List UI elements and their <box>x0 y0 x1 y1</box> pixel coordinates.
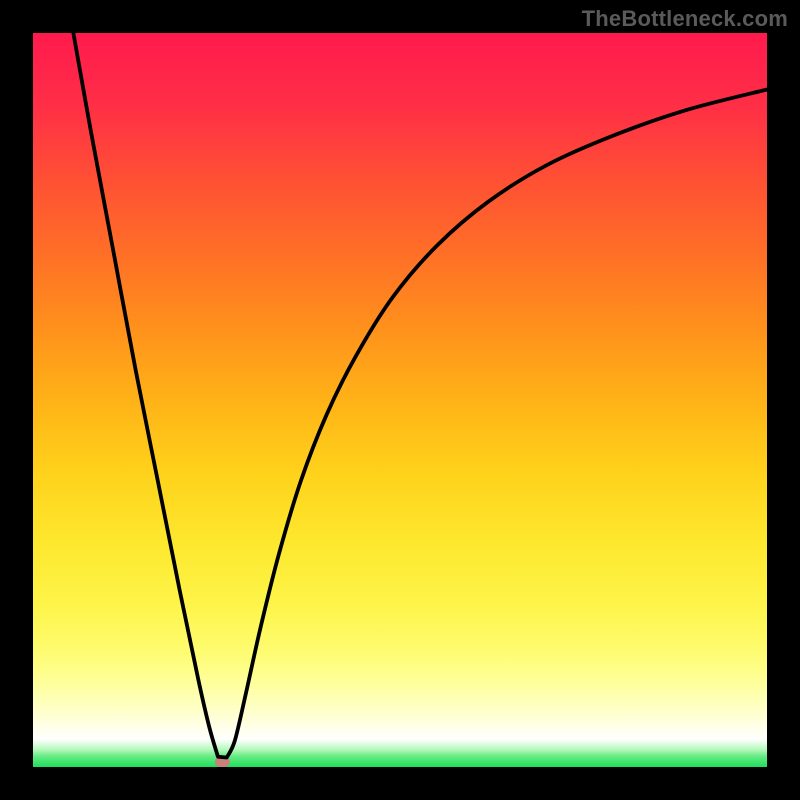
chart-container: TheBottleneck.com <box>0 0 800 800</box>
chart-svg <box>0 0 800 800</box>
attribution-text: TheBottleneck.com <box>582 6 788 32</box>
